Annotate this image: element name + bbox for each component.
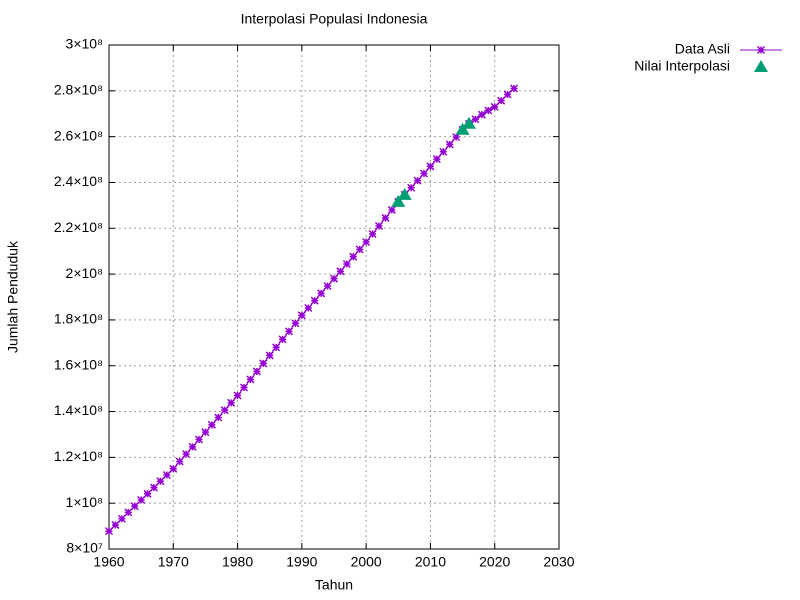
data-point — [259, 359, 268, 368]
y-tick-label: 2.4×10⁸ — [54, 173, 103, 189]
data-point — [349, 252, 358, 261]
data-point — [317, 289, 326, 298]
data-point — [397, 187, 412, 200]
data-point — [265, 351, 274, 360]
data-point — [419, 169, 429, 178]
y-tick-label: 1.2×10⁸ — [54, 448, 103, 464]
y-tick-label: 2.2×10⁸ — [54, 219, 103, 235]
data-point — [137, 495, 146, 505]
data-point — [391, 194, 406, 207]
y-tick-label: 1×10⁸ — [66, 494, 104, 510]
x-tick-label: 2010 — [415, 554, 446, 570]
y-axis-label: Jumlah Penduduk — [5, 240, 21, 353]
data-point — [362, 237, 371, 247]
data-point — [130, 502, 139, 511]
y-tick-label: 1.4×10⁸ — [54, 402, 103, 418]
data-point — [342, 259, 351, 269]
data-point — [182, 450, 191, 459]
y-tick-label: 2×10⁸ — [66, 265, 104, 281]
data-point — [227, 398, 236, 407]
data-point — [413, 176, 422, 185]
data-point — [439, 147, 448, 156]
data-point — [484, 106, 493, 115]
data-point — [503, 90, 512, 99]
data-point — [239, 383, 249, 392]
data-point — [207, 420, 216, 429]
data-point — [194, 435, 204, 444]
data-point — [291, 319, 300, 328]
data-point — [117, 514, 126, 523]
data-point — [272, 343, 281, 352]
data-point — [432, 155, 441, 164]
data-point — [304, 303, 313, 313]
x-tick-label: 1960 — [93, 554, 124, 570]
legend-label: Data Asli — [675, 41, 730, 57]
data-point — [169, 464, 178, 473]
x-tick-label: 1990 — [286, 554, 317, 570]
data-point — [355, 245, 364, 254]
data-point — [426, 162, 435, 171]
data-point — [407, 183, 416, 192]
data-point — [310, 296, 319, 305]
data-point — [284, 327, 294, 336]
y-tick-label: 8×10⁷ — [66, 540, 103, 556]
chart-title: Interpolasi Populasi Indonesia — [241, 11, 428, 27]
data-point — [201, 428, 210, 437]
data-point — [497, 96, 506, 105]
data-point — [124, 508, 133, 517]
plot-frame — [108, 44, 560, 550]
series-line — [108, 88, 515, 532]
data-point — [452, 133, 461, 142]
data-point — [278, 335, 287, 344]
data-point — [111, 520, 120, 529]
data-point — [297, 311, 306, 320]
x-axis-label: Tahun — [315, 577, 353, 593]
data-point — [387, 205, 396, 214]
data-point — [143, 489, 152, 498]
data-point — [246, 375, 255, 384]
x-tick-label: 2020 — [479, 554, 510, 570]
data-point — [188, 442, 197, 451]
data-point — [374, 221, 384, 231]
data-point — [336, 267, 345, 276]
y-tick-label: 1.8×10⁸ — [54, 311, 103, 327]
data-point — [381, 213, 390, 222]
x-tick-label: 2030 — [543, 554, 574, 570]
data-point — [175, 457, 184, 466]
y-tick-label: 2.6×10⁸ — [54, 127, 103, 143]
data-point — [104, 527, 114, 536]
legend-marker — [756, 45, 766, 55]
data-point — [220, 406, 229, 415]
data-point — [490, 102, 499, 111]
data-point — [445, 140, 454, 149]
data-point — [462, 116, 476, 129]
y-tick-label: 1.6×10⁸ — [54, 356, 103, 372]
data-point — [329, 274, 339, 283]
x-tick-label: 1980 — [222, 554, 253, 570]
data-point — [509, 84, 519, 93]
x-tick-label: 2000 — [351, 554, 382, 570]
data-point — [156, 477, 165, 486]
data-point — [214, 413, 223, 422]
data-point — [149, 483, 159, 492]
data-point — [252, 367, 261, 376]
data-point — [323, 281, 332, 291]
data-point — [471, 115, 480, 124]
y-tick-label: 3×10⁸ — [66, 36, 104, 52]
y-tick-label: 2.8×10⁸ — [54, 82, 103, 98]
legend-label: Nilai Interpolasi — [634, 58, 730, 74]
data-point — [477, 110, 486, 119]
data-point — [368, 229, 377, 239]
legend-marker — [754, 60, 768, 72]
data-point — [162, 470, 171, 480]
data-point — [233, 391, 242, 400]
x-tick-label: 1970 — [158, 554, 189, 570]
